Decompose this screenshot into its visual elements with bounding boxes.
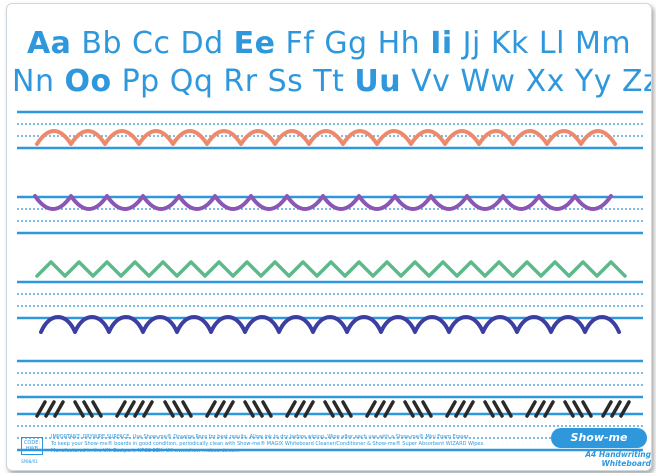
black-slash-stroke (581, 400, 593, 418)
black-slash-stroke (294, 400, 306, 418)
black-slash-stroke (181, 400, 193, 418)
black-slash-stroke (115, 400, 127, 418)
black-slash-stroke (383, 400, 395, 418)
black-slash-stroke (483, 400, 495, 418)
letter-pair: Ll (538, 26, 565, 61)
purple-cup-stroke (33, 194, 613, 211)
handwriting-whiteboard: Aa Bb Cc Dd Ee Ff Gg Hh Ii Jj Kk Ll Mm Nn Oo Pp Qq Rr Ss T… (6, 3, 652, 471)
letter-pair: Yy (574, 64, 612, 99)
black-slash-stroke (403, 400, 415, 418)
black-slash-stroke (214, 400, 226, 418)
board-footer: CODE: HWB IMPORTANT: DRYWIPE SURFACE. Us… (21, 428, 651, 468)
black-slash-stroke (374, 400, 386, 418)
black-slash-stroke (492, 400, 504, 418)
black-slash-stroke (91, 400, 103, 418)
letter-pair: Pp (121, 64, 160, 99)
product-name: A4 Handwriting Whiteboard (585, 450, 651, 468)
care-note-line: IMPORTANT: DRYWIPE SURFACE. Use Show-me®… (51, 434, 470, 440)
letter-pair: Nn (12, 64, 55, 99)
care-note-line: To keep your Show-me® boards in good con… (51, 441, 485, 447)
letter-pair: Ii (430, 26, 453, 61)
letter-pair: Zz (621, 64, 651, 99)
small-print-code: SPB8/01 (21, 459, 38, 464)
navy-wave-stroke (39, 315, 621, 334)
green-zigzag-stroke (35, 260, 627, 278)
letter-pair: Qq (169, 64, 214, 99)
black-slash-stroke (172, 400, 184, 418)
letter-pair: Aa (26, 26, 72, 61)
care-instructions: IMPORTANT: DRYWIPE SURFACE. Use Show-me®… (51, 434, 511, 455)
letter-pair: Cc (132, 26, 171, 61)
letter-pair: Ee (233, 26, 276, 61)
letter-pair: Rr (223, 64, 258, 99)
black-slash-stroke (445, 400, 457, 418)
black-slash-stroke (124, 400, 136, 418)
black-slash-stroke (323, 400, 335, 418)
letter-pair: Mm (574, 26, 632, 61)
letter-pair: Dd (180, 26, 224, 61)
letter-pair: Ss (267, 64, 304, 99)
code-value: HWB (25, 446, 39, 452)
letter-pair: Vv (411, 64, 451, 99)
black-slash-stroke (252, 400, 264, 418)
black-slash-stroke (412, 400, 424, 418)
letter-pair: Jj (462, 26, 481, 61)
letter-pair: Kk (490, 26, 529, 61)
black-slash-stroke (454, 400, 466, 418)
black-slash-stroke (285, 400, 297, 418)
black-slash-stroke (534, 400, 546, 418)
black-slash-stroke (303, 400, 315, 418)
black-slash-stroke (610, 400, 622, 418)
black-slash-stroke (82, 400, 94, 418)
black-slash-stroke (501, 400, 513, 418)
letter-pair: Uu (354, 64, 402, 99)
black-slash-stroke (163, 400, 175, 418)
black-slash-stroke (525, 400, 537, 418)
letter-pair: Ww (460, 64, 516, 99)
black-slash-stroke (142, 400, 154, 418)
show-me-board-logo: Show-me board® (551, 428, 647, 464)
black-slash-stroke (619, 400, 631, 418)
alphabet-row-n-to-z: Nn Oo Pp Qq Rr Ss Tt Uu Vv Ww Xx Yy Zz (7, 64, 651, 99)
letter-pair: Bb (81, 26, 123, 61)
black-slash-stroke (365, 400, 377, 418)
alphabet-row-a-to-m: Aa Bb Cc Dd Ee Ff Gg Hh Ii Jj Kk Ll Mm (7, 26, 651, 61)
black-slash-stroke (543, 400, 555, 418)
black-slash-stroke (572, 400, 584, 418)
care-note-line: Manufactured in the UK. Eastport, NR32 2… (51, 448, 240, 454)
black-slash-stroke (205, 400, 217, 418)
black-slash-stroke (601, 400, 613, 418)
black-slash-stroke (35, 400, 47, 418)
letter-pair: Oo (64, 64, 112, 99)
black-slash-stroke (332, 400, 344, 418)
black-slash-stroke (223, 400, 235, 418)
letter-pair: Tt (313, 64, 345, 99)
code-label: CODE: (23, 440, 41, 446)
orange-arch-stroke (35, 129, 617, 146)
black-slash-stroke (563, 400, 575, 418)
letter-pair: Ff (285, 26, 315, 61)
black-slash-stroke (243, 400, 255, 418)
black-slash-stroke (261, 400, 273, 418)
black-slash-stroke (421, 400, 433, 418)
black-slash-stroke (53, 400, 65, 418)
black-slash-stroke (341, 400, 353, 418)
practice-lines (17, 110, 643, 452)
black-slash-stroke (463, 400, 475, 418)
black-slash-stroke (73, 400, 85, 418)
black-slash-stroke (44, 400, 56, 418)
product-code-box: CODE: HWB (21, 437, 43, 455)
letter-pair: Xx (525, 64, 565, 99)
letter-pair: Gg (324, 26, 368, 61)
letter-pair: Hh (377, 26, 421, 61)
black-slash-stroke (133, 400, 145, 418)
